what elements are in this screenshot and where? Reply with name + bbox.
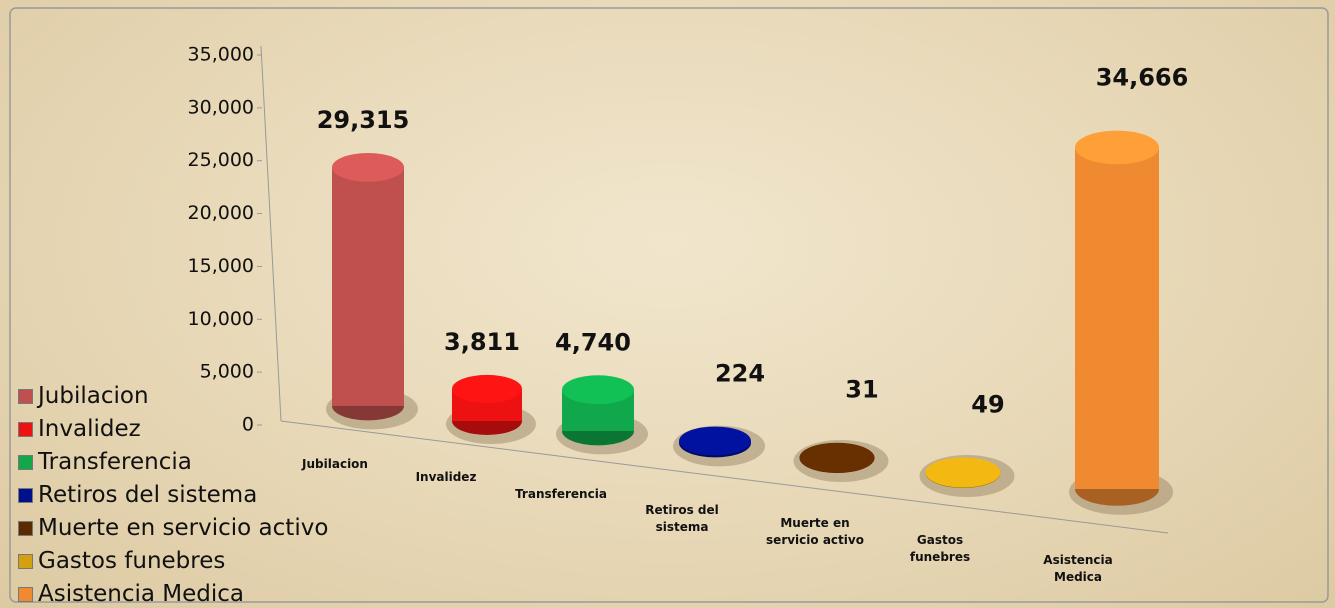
y-tick-label: 30,000: [188, 96, 254, 118]
y-tick-label: 15,000: [188, 255, 254, 277]
bar-top: [562, 375, 634, 405]
legend-item: Gastos funebres: [18, 548, 225, 574]
legend-item: Asistencia Medica: [18, 581, 244, 607]
legend-label: Asistencia Medica: [38, 581, 245, 607]
x-tick-label: Asistencia Medica: [1043, 553, 1113, 584]
legend-item: Retiros del sistema: [18, 482, 257, 508]
bar-top: [799, 442, 875, 473]
value-label: 31: [845, 376, 878, 404]
bar-top: [332, 152, 404, 182]
legend-label: Transferencia: [38, 449, 192, 475]
value-label: 224: [715, 360, 765, 388]
legend-swatch: [18, 421, 33, 437]
value-label: 49: [971, 391, 1004, 419]
y-tick-label: 25,000: [188, 149, 254, 171]
y-tick-label: 10,000: [188, 308, 254, 330]
bar-top: [1075, 130, 1159, 165]
x-tick-label: Muerte en servicio activo: [766, 516, 864, 547]
y-tick-label: 20,000: [188, 202, 254, 224]
x-tick-label: Retiros del sistema: [645, 503, 719, 534]
bar-top: [925, 457, 1001, 488]
value-label: 4,740: [555, 328, 631, 356]
legend-label: Jubilacion: [38, 383, 149, 409]
x-tick-label: Gastos funebres: [909, 533, 971, 564]
legend-swatch: [18, 520, 33, 536]
value-label: 29,315: [317, 106, 410, 134]
legend-label: Gastos funebres: [38, 548, 226, 574]
bar-top: [452, 374, 522, 403]
x-tick-label: Invalidez: [415, 470, 477, 484]
y-axis: [260, 45, 282, 422]
legend-label: Muerte en servicio activo: [38, 515, 329, 541]
legend-label: Retiros del sistema: [38, 482, 258, 508]
legend-item: Muerte en servicio activo: [18, 515, 328, 541]
x-tick-label: Transferencia: [515, 487, 607, 501]
y-tick-label: 35,000: [188, 44, 254, 66]
y-tick-label: 5,000: [200, 361, 254, 383]
floor-line: [280, 420, 1169, 534]
legend-item: Transferencia: [18, 449, 192, 475]
legend-swatch: [18, 586, 33, 602]
frame: [9, 7, 1329, 603]
value-label: 34,666: [1096, 64, 1189, 92]
legend-swatch: [18, 454, 33, 470]
value-label: 3,811: [444, 328, 520, 356]
bar: [332, 167, 404, 406]
legend-swatch: [18, 487, 33, 503]
bar: [1075, 147, 1159, 490]
y-tick-label: 0: [242, 414, 254, 436]
bar-top: [679, 426, 751, 456]
legend-label: Invalidez: [38, 416, 141, 442]
legend-item: Invalidez: [18, 416, 141, 442]
legend-swatch: [18, 553, 33, 569]
legend-item: Jubilacion: [18, 383, 149, 409]
legend-swatch: [18, 388, 33, 404]
x-tick-label: Jubilacion: [302, 457, 368, 471]
